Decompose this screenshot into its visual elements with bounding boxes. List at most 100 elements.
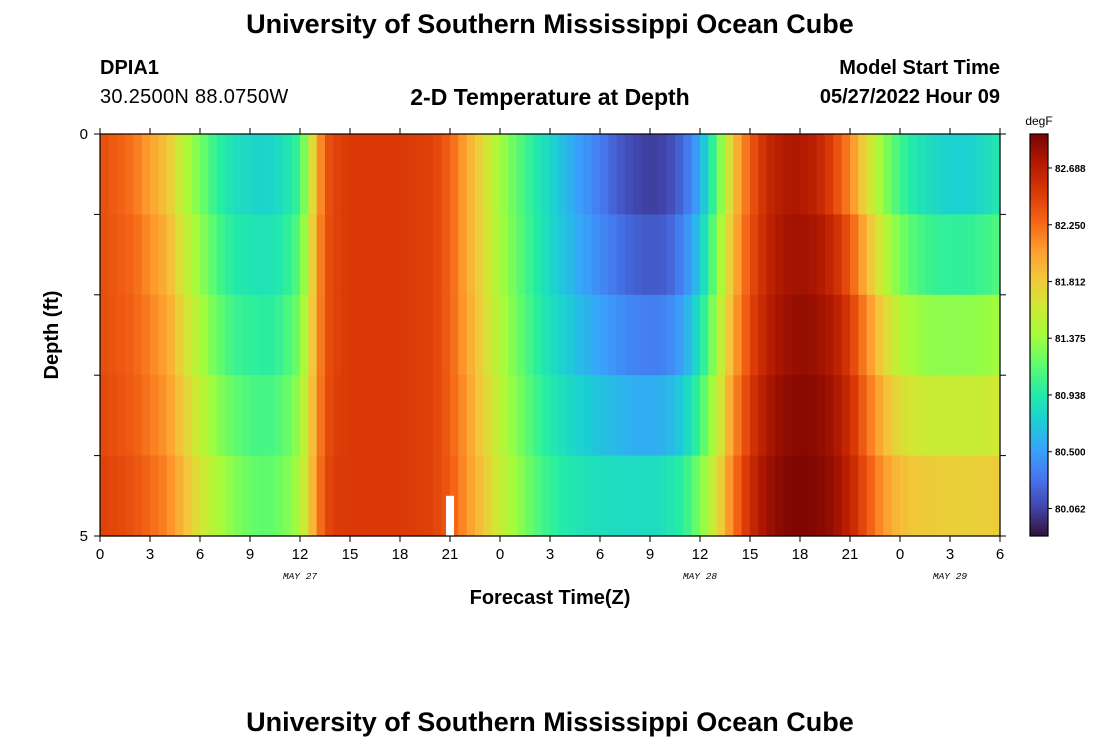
heatmap-cell [908,214,918,296]
heatmap-cell [233,375,243,457]
heatmap-cell [175,294,184,376]
colorbar-tick-label: 80.938 [1055,391,1086,402]
heatmap-cell [658,294,668,376]
heatmap-cell [983,134,993,215]
heatmap-cell [325,375,334,457]
heatmap-cell [383,375,393,457]
colorbar-tick-label: 81.812 [1055,278,1086,289]
heatmap-cell [283,294,293,376]
heatmap-cell [775,294,784,376]
heatmap-cell [533,134,543,215]
heatmap-cell [375,134,384,215]
heatmap-cell [108,294,118,376]
heatmap-cell [916,134,926,215]
heatmap-cell [675,455,684,537]
heatmap-cell [383,455,393,537]
colorbar-scale [1029,133,1049,537]
heatmap-cell [291,294,301,376]
heatmap-cell [791,134,801,215]
heatmap-cell [783,214,793,296]
heatmap-cell [350,294,359,376]
heatmap-cell [200,455,209,537]
heatmap-cell [541,294,551,376]
heatmap-cell [408,455,418,537]
heatmap-cell [650,134,659,215]
heatmap-cell [108,455,118,537]
heatmap-cell [908,375,918,457]
x-tick-label: 15 [742,546,759,563]
heatmap-cell [725,214,734,296]
heatmap-cell [241,214,251,296]
day-label: MAY 27 [283,571,318,582]
heatmap-cell [316,134,326,215]
heatmap-cell [791,214,801,296]
heatmap-cell [258,294,268,376]
heatmap-cell [808,455,818,537]
heatmap-cell [541,375,551,457]
heatmap-cell [391,375,401,457]
heatmap-cell [991,214,1001,296]
heatmap-cell [166,294,176,376]
heatmap-cell [741,375,751,457]
colorbar-unit: degF [1025,114,1052,128]
heatmap-cell [741,134,751,215]
day-label: MAY 29 [933,571,968,582]
heatmap-cell [741,214,751,296]
heatmap-cell [250,214,259,296]
heatmap-cell [708,375,718,457]
heatmap-cell [208,134,218,215]
heatmap-cell [841,294,851,376]
heatmap-cell [600,214,609,296]
heatmap-cell [883,214,893,296]
heatmap-cell [150,455,159,537]
heatmap-cell [566,134,576,215]
heatmap-cell [283,214,293,296]
heatmap-cell [775,214,784,296]
heatmap-cell [633,294,643,376]
heatmap-cell [641,455,651,537]
heatmap-cell [875,214,884,296]
heatmap-cell [850,375,859,457]
heatmap-cell [375,294,384,376]
heatmap-cell [633,375,643,457]
heatmap-cell [108,214,118,296]
heatmap-cell [183,375,193,457]
heatmap-cell [966,455,976,537]
heatmap-cell [416,134,426,215]
heatmap-cell [608,294,618,376]
heatmap-cell [908,294,918,376]
heatmap-cell [800,214,809,296]
heatmap-cell [833,455,843,537]
heatmap-cell [958,214,968,296]
heatmap-cell [683,294,693,376]
heatmap-cell [183,134,193,215]
heatmap-cell [841,455,851,537]
heatmap-cell [375,375,384,457]
heatmap-cell [566,214,576,296]
heatmap-cell [708,134,718,215]
heatmap-cell [525,134,534,215]
heatmap-cell [908,134,918,215]
heatmap-cell [733,214,743,296]
heatmap-cell [500,294,509,376]
x-tick-label: 6 [996,546,1004,563]
heatmap-cell [666,134,676,215]
heatmap-cell [325,294,334,376]
heatmap-cell [500,375,509,457]
heatmap-cell [100,214,109,296]
heatmap-cell [583,294,593,376]
heatmap-cell [125,294,134,376]
model-start-label: Model Start Time [839,57,1000,79]
heatmap-cell [575,214,584,296]
heatmap-cell [141,294,151,376]
colorbar-tick-label: 81.375 [1055,334,1086,345]
heatmap-cell [216,455,226,537]
heatmap-cell [258,455,268,537]
heatmap-cell [783,134,793,215]
heatmap-cell [625,214,634,296]
heatmap-cell [675,214,684,296]
heatmap-cell [325,455,334,537]
heatmap-cell [975,214,984,296]
colorbar-tick-label: 82.688 [1055,164,1086,175]
heatmap-cell [516,455,526,537]
